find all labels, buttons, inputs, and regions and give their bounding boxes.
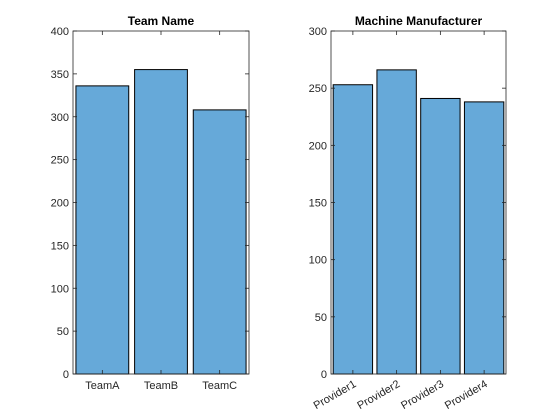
y-tick-label: 50	[315, 312, 327, 324]
y-tick-label: 200	[309, 140, 327, 152]
y-ticks-machine-manufacturer: 0 50 100 150 200 250 300	[309, 26, 506, 381]
bar-provider4	[463, 101, 505, 375]
y-tick-label: 400	[51, 26, 69, 38]
y-tick-label: 150	[309, 198, 327, 210]
x-tick-label-teamc: TeamC	[202, 380, 237, 392]
bar-provider2	[376, 69, 417, 375]
bar-provider3	[420, 97, 461, 375]
y-tick-label: 300	[309, 26, 327, 38]
bar-teamc	[192, 109, 247, 375]
x-tick-label-teamb: TeamB	[144, 380, 178, 392]
y-tick-label: 100	[51, 283, 69, 295]
y-tick-label: 50	[57, 326, 69, 338]
bars-machine-manufacturer	[332, 69, 505, 375]
chart-team-name: Team Name 0 50 100 150 200 250 300 350 400 TeamA…	[51, 14, 250, 392]
chart-title-team-name: Team Name	[128, 14, 195, 28]
y-tick-label: 0	[321, 369, 327, 381]
bar-provider1	[332, 84, 374, 375]
x-tick-label-teama: TeamA	[85, 380, 120, 392]
y-tick-label: 300	[51, 112, 69, 124]
y-tick-label: 150	[51, 240, 69, 252]
y-tick-label: 200	[51, 198, 69, 210]
bar-teamb	[134, 69, 188, 375]
x-ticks-team-name: TeamA TeamB TeamC	[85, 31, 237, 392]
y-tick-label: 250	[51, 155, 69, 167]
y-tick-label: 250	[309, 83, 327, 95]
bar-teama	[75, 85, 130, 375]
bars-team-name	[75, 69, 247, 375]
y-tick-label: 100	[309, 255, 327, 267]
y-ticks-team-name: 0 50 100 150 200 250 300 350 400	[51, 26, 249, 381]
chart-title-machine-manufacturer: Machine Manufacturer	[355, 14, 483, 28]
y-tick-label: 350	[51, 69, 69, 81]
y-tick-label: 0	[63, 369, 69, 381]
